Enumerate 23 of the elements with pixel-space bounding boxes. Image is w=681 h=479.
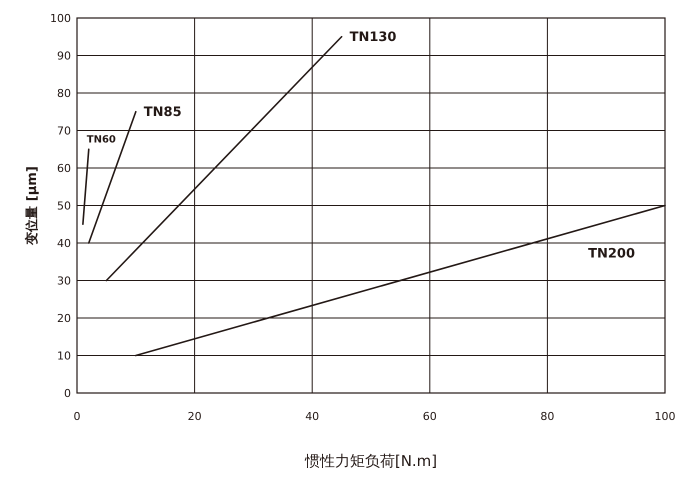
series-label: TN200: [588, 246, 635, 262]
series-label: TN130: [350, 30, 396, 45]
y-tick-label: 70: [57, 124, 71, 138]
y-tick-label: 10: [57, 350, 71, 362]
y-tick-label: 100: [50, 12, 71, 25]
y-tick-label: 20: [57, 312, 71, 325]
x-tick-label: 40: [305, 410, 320, 423]
y-tick-label: 30: [57, 274, 71, 288]
y-tick-label: 60: [57, 162, 71, 175]
series-label: TN60: [86, 134, 116, 146]
x-tick-label: 100: [654, 410, 676, 423]
y-tick-label: 80: [57, 87, 71, 100]
x-tick-label: 60: [422, 410, 437, 423]
y-axis-title: 变位量 [μm]: [24, 166, 40, 246]
series-label: TN85: [144, 104, 182, 120]
x-tick-label: 20: [188, 410, 202, 423]
x-tick-label: 80: [540, 410, 554, 423]
y-tick-label: 50: [57, 200, 71, 212]
x-tick-label: 0: [74, 410, 80, 423]
y-tick-label: 40: [57, 237, 71, 250]
x-axis-title: 惯性力矩负荷[N.m]: [304, 452, 438, 470]
y-tick-label: 90: [57, 50, 71, 62]
y-tick-label: 0: [64, 387, 71, 400]
